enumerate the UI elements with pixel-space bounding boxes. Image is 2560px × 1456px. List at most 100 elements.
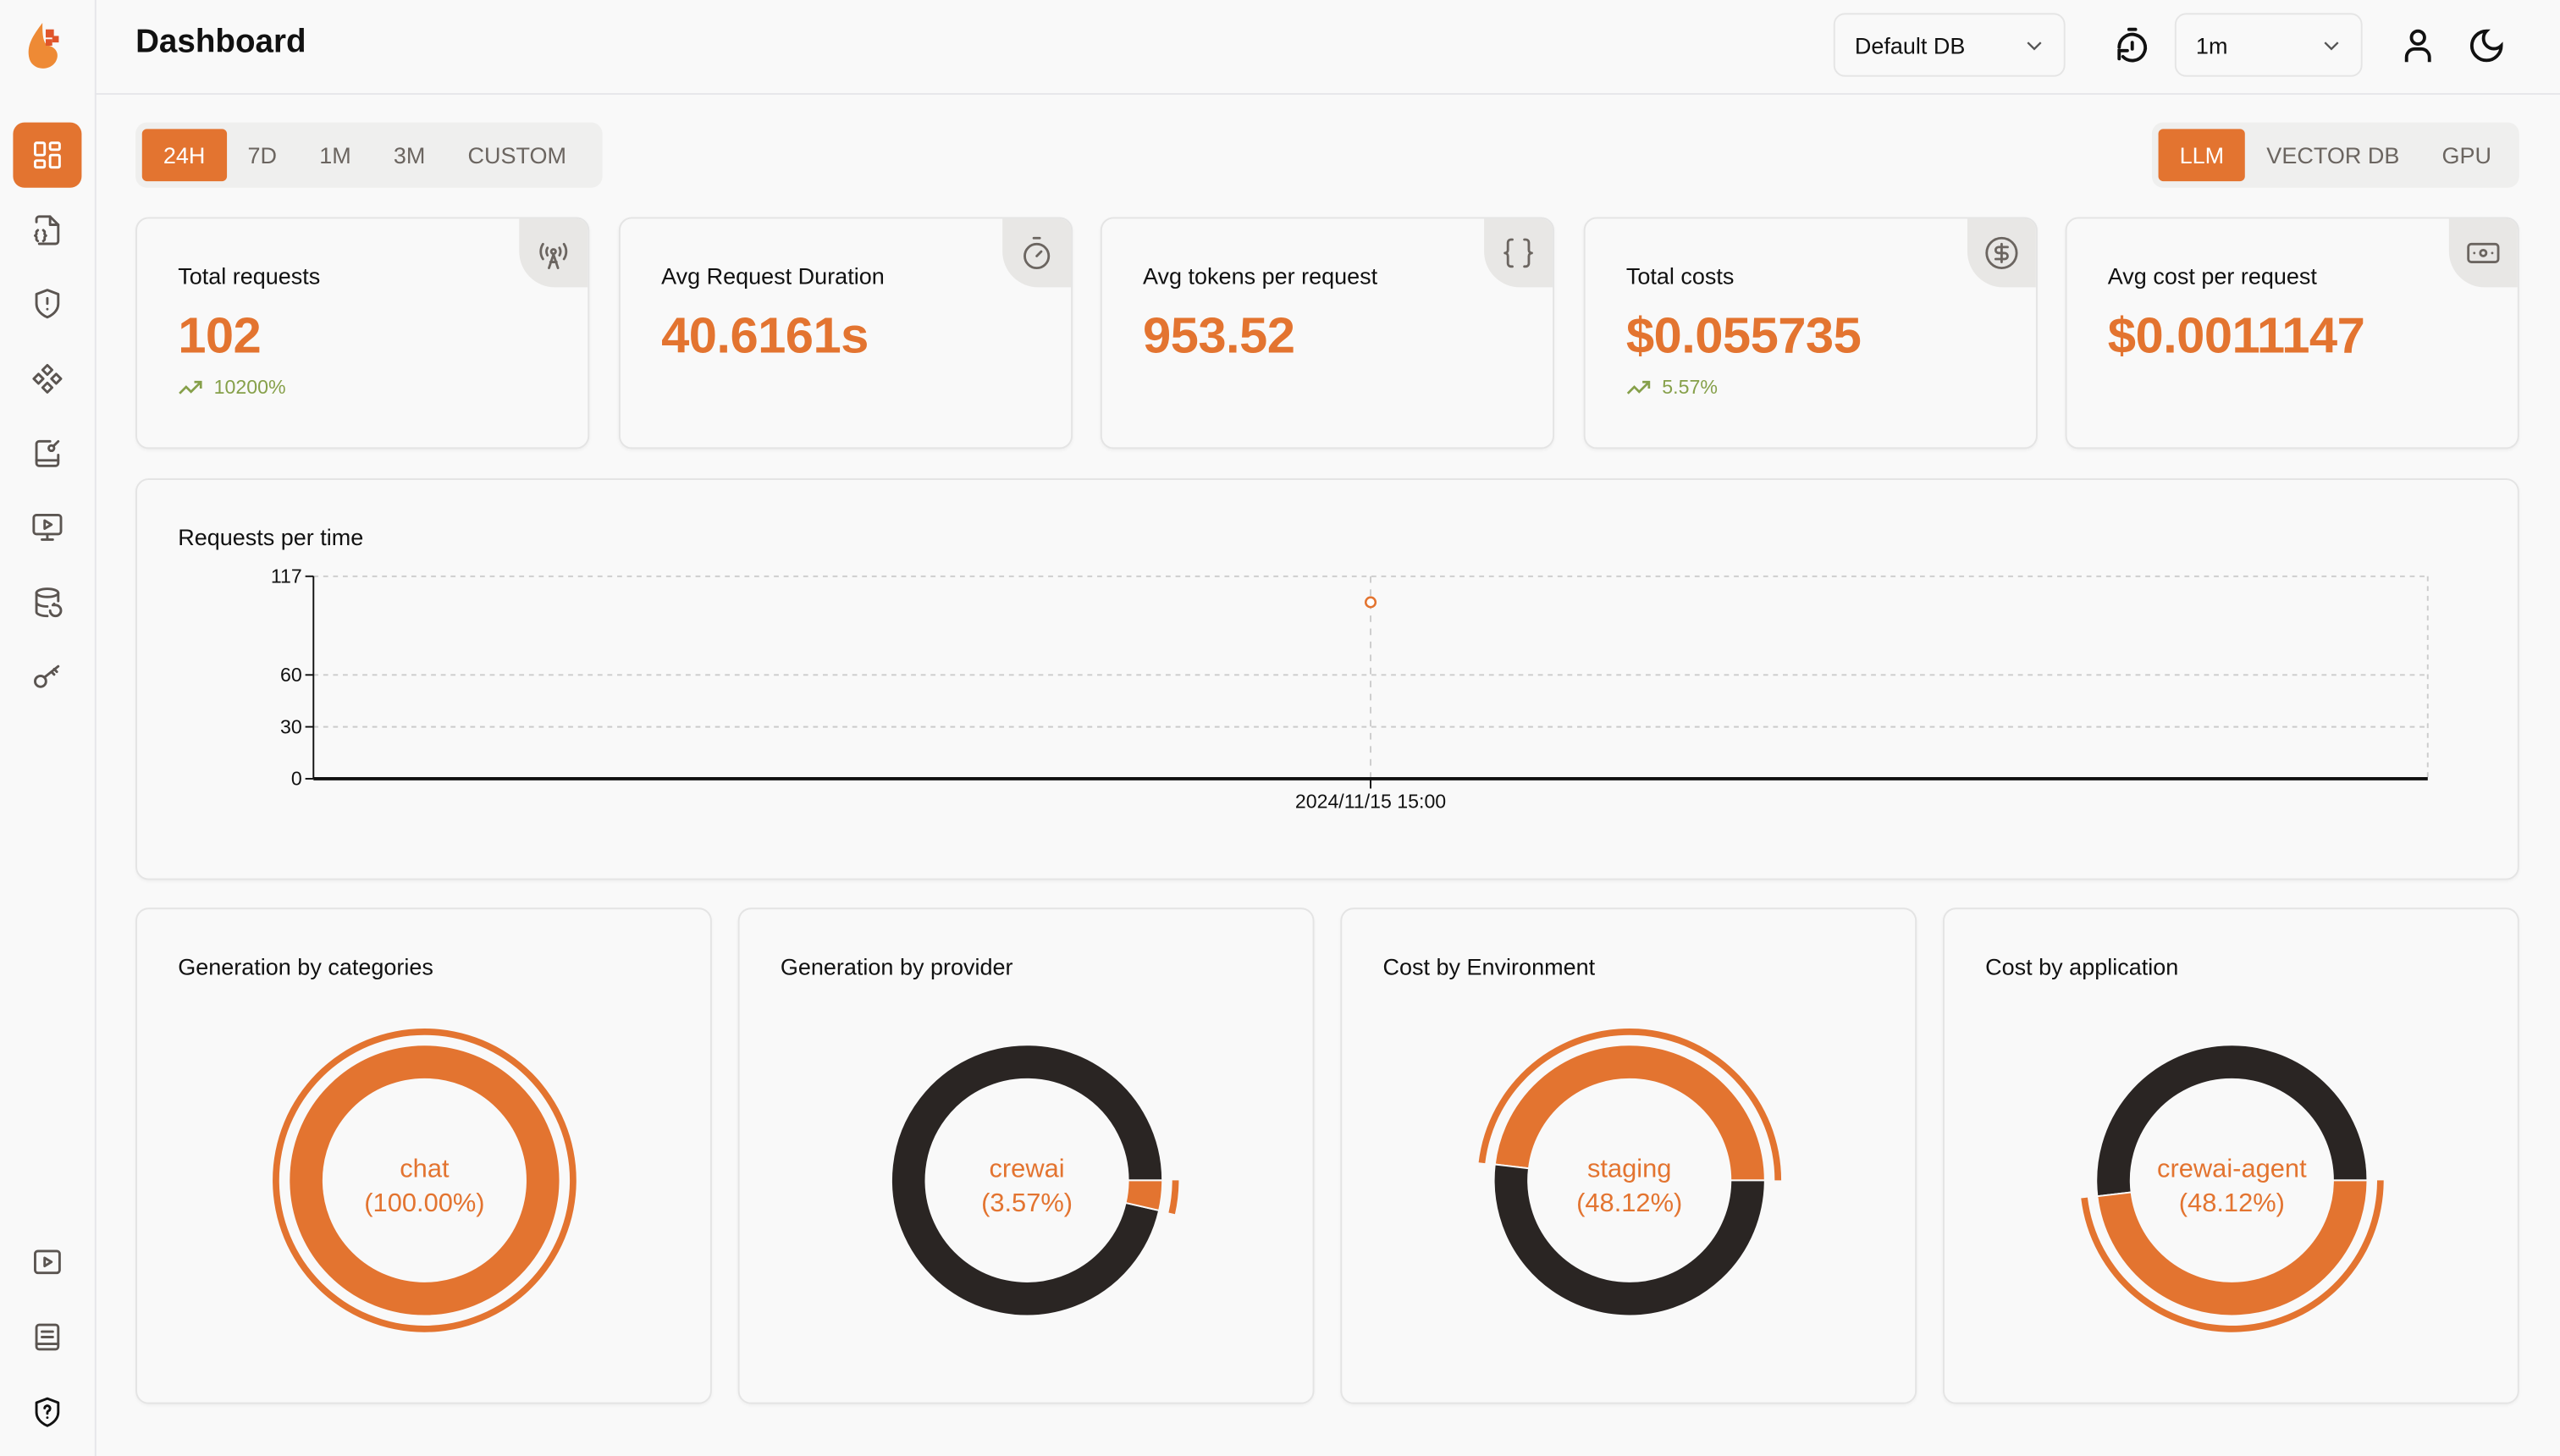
donut-card: Cost by application crewai-agent (48.12%) <box>1942 907 2519 1404</box>
page-title: Dashboard <box>135 24 306 61</box>
donut-center-percent: (48.12%) <box>2179 1188 2285 1217</box>
donut-card: Generation by provider crewai (3.57%) <box>737 907 1315 1404</box>
chart-title: Generation by provider <box>780 953 1013 980</box>
timer-reset-icon[interactable] <box>2113 26 2152 65</box>
tab-time-24h[interactable]: 24H <box>141 129 227 182</box>
stat-trend: 5.57% <box>1626 376 1718 399</box>
sidebar-item-file-code[interactable] <box>13 197 81 262</box>
stat-card: Avg tokens per request 953.52 <box>1100 217 1554 449</box>
stat-trend-value: 10200% <box>213 375 286 399</box>
sidebar-item-play[interactable] <box>13 1229 81 1294</box>
sidebar-item-notebook-pen[interactable] <box>13 420 81 485</box>
x-tick-label: 2024/11/15 15:00 <box>1295 791 1446 813</box>
refresh-interval-value: 1m <box>2195 31 2228 58</box>
chart-title: Cost by Environment <box>1382 953 1596 980</box>
database-select-value: Default DB <box>1854 31 1966 58</box>
sidebar-item-monitor-play[interactable] <box>13 494 81 560</box>
donut-card: Generation by categories chat (100.00%) <box>135 907 712 1404</box>
donut-slice-crewai-agent[interactable] <box>2096 1179 2369 1317</box>
stat-value: 40.6161s <box>661 306 869 365</box>
stat-label: Avg tokens per request <box>1142 262 1378 290</box>
sidebar-item-key[interactable] <box>13 643 81 709</box>
monitor-play-icon <box>32 514 63 541</box>
trending-up-icon <box>1626 380 1651 394</box>
tab-type-vector-db[interactable]: VECTOR DB <box>2266 141 2400 168</box>
tab-time-custom[interactable]: CUSTOM <box>467 141 567 168</box>
banknote-icon <box>2467 242 2500 263</box>
donut-chart: crewai (3.57%) <box>891 1044 1179 1317</box>
stat-label: Avg cost per request <box>2107 262 2317 290</box>
sidebar-item-database-backup[interactable] <box>13 570 81 635</box>
broadcast-tower-icon <box>539 242 568 270</box>
donut-slice[interactable] <box>1492 1163 1766 1317</box>
chart-title: Cost by application <box>1985 953 2179 980</box>
dollar-circle-icon <box>1985 236 2018 270</box>
requests-line-chart: 0 30 60 117 2024/11/15 15:00 <box>271 565 2429 813</box>
tab-type-gpu[interactable]: GPU <box>2441 141 2491 168</box>
donut-chart: chat (100.00%) <box>273 1028 577 1332</box>
chart-title: Generation by categories <box>178 953 433 980</box>
time-range-tabs: 24H 7D 1M 3M CUSTOM <box>135 122 603 188</box>
donut-slice[interactable] <box>891 1044 1164 1317</box>
donut-slice-crewai[interactable] <box>1124 1179 1164 1212</box>
chevron-down-icon <box>2324 41 2339 50</box>
notebook-pen-icon <box>35 439 60 467</box>
logo-icon[interactable] <box>23 19 72 72</box>
dashboard-icon <box>34 141 61 169</box>
requests-per-time-card: Requests per time 0 30 60 117 2024/11/15 15:… <box>135 478 2519 880</box>
chart-title: Requests per time <box>178 524 364 550</box>
sidebar-item-shield-question[interactable] <box>13 1380 81 1445</box>
donut-center-label: staging <box>1587 1153 1671 1183</box>
sidebar-item-docs[interactable] <box>13 1304 81 1370</box>
stat-label: Avg Request Duration <box>661 262 885 290</box>
y-tick-label: 30 <box>280 715 302 737</box>
y-tick-label: 60 <box>280 664 302 686</box>
stat-card: Avg Request Duration 40.6161s <box>618 217 1073 449</box>
timer-icon <box>1023 236 1051 270</box>
chevron-down-icon <box>2027 41 2042 50</box>
top-bar <box>94 0 2560 95</box>
stat-card: Total costs $0.055735 5.57% <box>1583 217 2038 449</box>
stat-value: 953.52 <box>1142 306 1295 365</box>
user-icon[interactable] <box>2398 26 2437 65</box>
donut-slice-staging[interactable] <box>1493 1044 1766 1182</box>
sidebar-item-component[interactable] <box>13 346 81 411</box>
file-code-icon <box>34 215 60 245</box>
donut-chart: staging (48.12%) <box>1478 1028 1782 1317</box>
tab-time-1m[interactable]: 1M <box>319 141 351 168</box>
donut-slice[interactable] <box>2095 1044 2369 1198</box>
stat-icon-badge <box>1002 218 1072 288</box>
sidebar-item-shield-alert[interactable] <box>13 271 81 336</box>
stat-icon-badge <box>2448 218 2518 288</box>
shield-question-icon <box>35 1397 60 1427</box>
refresh-interval-select[interactable]: 1m <box>2174 13 2363 77</box>
stat-card: Avg cost per request $0.0011147 <box>2065 217 2519 449</box>
data-point <box>1364 596 1377 609</box>
stat-value: $0.0011147 <box>2107 306 2365 365</box>
stat-label: Total costs <box>1625 262 1735 290</box>
moon-icon[interactable] <box>2467 26 2506 65</box>
stat-trend: 10200% <box>178 375 286 399</box>
tab-type-llm[interactable]: LLM <box>2158 129 2246 182</box>
donut-card: Cost by Environment staging (48.12%) <box>1340 907 1917 1404</box>
tab-time-7d[interactable]: 7D <box>247 141 278 168</box>
trending-up-icon <box>179 380 202 394</box>
stat-card: Total requests 102 10200% <box>135 217 590 449</box>
tab-time-3m[interactable]: 3M <box>393 141 426 168</box>
sidebar-item-dashboard[interactable] <box>13 122 82 188</box>
y-tick-label: 0 <box>291 768 302 790</box>
component-icon <box>32 363 63 394</box>
donut-center-percent: (3.57%) <box>981 1188 1073 1217</box>
stat-label: Total requests <box>178 262 321 290</box>
type-tabs: LLM VECTOR DB GPU <box>2151 122 2519 188</box>
y-tick-label: 117 <box>271 565 302 587</box>
stat-icon-badge <box>1967 218 2036 288</box>
donut-slice-chat[interactable] <box>288 1044 561 1317</box>
docs-icon <box>35 1323 60 1351</box>
braces-icon <box>1503 238 1533 268</box>
database-backup-icon <box>35 587 63 618</box>
donut-center-label: crewai <box>990 1153 1065 1183</box>
donut-center-label: chat <box>400 1153 450 1183</box>
donut-active-ring <box>1168 1180 1179 1215</box>
database-select[interactable]: Default DB <box>1833 13 2066 77</box>
